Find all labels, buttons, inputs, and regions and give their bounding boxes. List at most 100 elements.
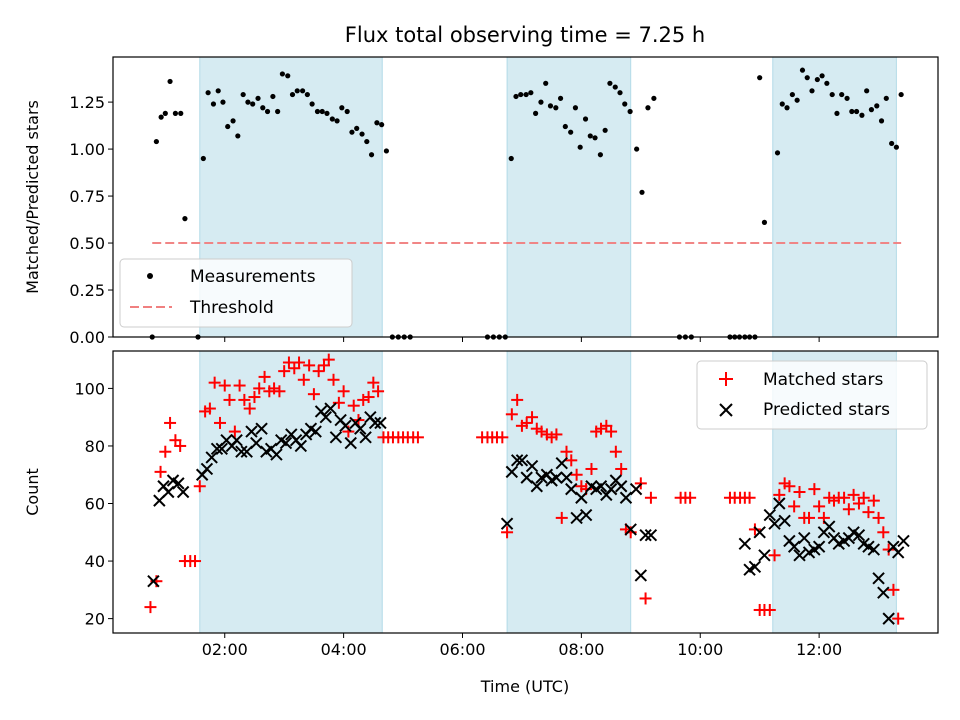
predicted-stars-point-42 xyxy=(368,416,382,430)
measurements-point-11 xyxy=(210,101,217,107)
predicted-stars-point-106 xyxy=(897,534,910,548)
y-tick-label-0-3: 0.75 xyxy=(69,187,105,206)
matched-stars-point-120 xyxy=(862,506,875,519)
matched-stars-point-115 xyxy=(838,491,851,504)
matched-stars-point-39 xyxy=(337,385,350,398)
matched-stars-point-62 xyxy=(511,393,524,406)
matched-stars-point-61 xyxy=(505,408,518,421)
matched-stars-point-81 xyxy=(605,425,618,438)
predicted-stars-point-91 xyxy=(823,520,836,533)
legend-label-threshold: Threshold xyxy=(189,298,274,318)
predicted-stars-point-32 xyxy=(319,410,332,424)
measurements-point-77 xyxy=(617,90,623,96)
matched-stars-point-45 xyxy=(367,376,380,389)
predicted-stars-point-30 xyxy=(309,425,322,438)
measurements-point-25 xyxy=(279,71,285,77)
matched-stars-point-27 xyxy=(278,365,291,378)
measurements-point-69 xyxy=(577,144,583,150)
measurements-point-80 xyxy=(634,146,640,152)
measurements-point-56 xyxy=(513,93,519,100)
measurements-point-7 xyxy=(182,216,188,222)
measurements-point-73 xyxy=(597,152,603,158)
matched-stars-point-17 xyxy=(228,425,241,438)
measurements-point-64 xyxy=(553,105,559,111)
x-tick-label-3: 08:00 xyxy=(558,640,604,659)
legend-label-matched: Matched stars xyxy=(763,370,883,390)
matched-stars-point-32 xyxy=(303,359,316,372)
matched-stars-point-16 xyxy=(223,393,236,406)
matched-stars-point-109 xyxy=(808,483,821,496)
measurements-point-5 xyxy=(172,110,179,116)
matched-stars-point-33 xyxy=(307,388,320,401)
predicted-stars-point-79 xyxy=(763,508,776,522)
y-tick-label-0-1: 0.25 xyxy=(69,281,105,300)
measurements-point-20 xyxy=(255,95,261,101)
predicted-stars-point-22 xyxy=(270,448,283,461)
measurements-point-76 xyxy=(612,84,618,90)
measurements-point-117 xyxy=(883,95,889,101)
measurements-point-105 xyxy=(824,80,830,86)
predicted-stars-point-82 xyxy=(778,514,791,527)
predicted-stars-point-47 xyxy=(515,454,529,467)
measurements-point-45 xyxy=(379,122,385,128)
measurements-point-81 xyxy=(639,189,645,195)
predicted-stars-point-74 xyxy=(738,537,752,551)
matched-stars-point-54 xyxy=(411,431,424,444)
measurements-point-74 xyxy=(602,127,608,133)
measurements-point-15 xyxy=(230,118,236,124)
matched-stars-point-22 xyxy=(253,382,266,395)
predicted-stars-point-58 xyxy=(570,511,583,525)
measurements-point-9 xyxy=(200,155,206,162)
predicted-stars-point-59 xyxy=(575,491,588,504)
predicted-stars-point-19 xyxy=(255,422,268,435)
measurements-point-112 xyxy=(859,112,865,118)
matched-stars-point-83 xyxy=(615,462,628,475)
matched-stars-point-10 xyxy=(193,480,206,493)
measurements-point-95 xyxy=(774,150,781,156)
predicted-stars-point-84 xyxy=(787,540,801,553)
matched-stars-point-117 xyxy=(847,488,860,501)
matched-stars-point-30 xyxy=(293,356,306,369)
predicted-stars-point-50 xyxy=(530,480,544,493)
measurements-point-39 xyxy=(349,129,355,135)
measurements-point-33 xyxy=(319,108,325,115)
x-axis-label: Time (UTC) xyxy=(480,677,569,696)
matched-stars-point-13 xyxy=(208,376,221,389)
measurements-point-75 xyxy=(607,80,613,86)
legend-bottom: Matched stars Predicted stars xyxy=(696,360,928,430)
measurements-point-61 xyxy=(538,99,544,105)
measurements-point-22 xyxy=(264,108,271,115)
predicted-stars-point-60 xyxy=(579,508,593,522)
predicted-stars-point-24 xyxy=(279,436,293,450)
predicted-stars-point-18 xyxy=(250,436,263,450)
matched-stars-point-87 xyxy=(639,592,652,605)
matched-stars-point-12 xyxy=(203,402,216,415)
x-tick-label-0: 02:00 xyxy=(202,640,248,659)
matched-stars-point-88 xyxy=(644,491,657,504)
measurements-point-29 xyxy=(300,88,306,94)
measurements-point-67 xyxy=(568,129,574,135)
matched-stars-point-71 xyxy=(555,511,568,524)
predicted-stars-point-102 xyxy=(877,586,890,599)
matched-stars-point-28 xyxy=(282,356,295,369)
matched-stars-point-82 xyxy=(609,445,622,458)
measurements-point-79 xyxy=(627,108,633,115)
observing-band-0-2 xyxy=(772,56,897,338)
predicted-stars-point-6 xyxy=(176,485,190,499)
matched-stars-point-79 xyxy=(594,422,607,435)
predicted-stars-point-39 xyxy=(354,422,367,435)
measurements-point-94 xyxy=(761,219,768,225)
measurements-point-14 xyxy=(225,123,231,130)
measurements-point-62 xyxy=(543,80,549,86)
matched-stars-point-41 xyxy=(347,399,360,412)
matched-stars-point-21 xyxy=(248,391,261,404)
y-tick-label-1-4: 100 xyxy=(74,379,105,398)
measurements-point-21 xyxy=(260,105,266,111)
measurements-point-98 xyxy=(789,91,795,98)
matched-stars-point-70 xyxy=(550,428,563,441)
matched-stars-point-15 xyxy=(218,379,231,392)
matched-stars-point-77 xyxy=(585,462,598,475)
measurements-point-109 xyxy=(844,95,850,101)
predicted-stars-point-54 xyxy=(550,471,563,484)
measurements-point-58 xyxy=(523,91,529,98)
